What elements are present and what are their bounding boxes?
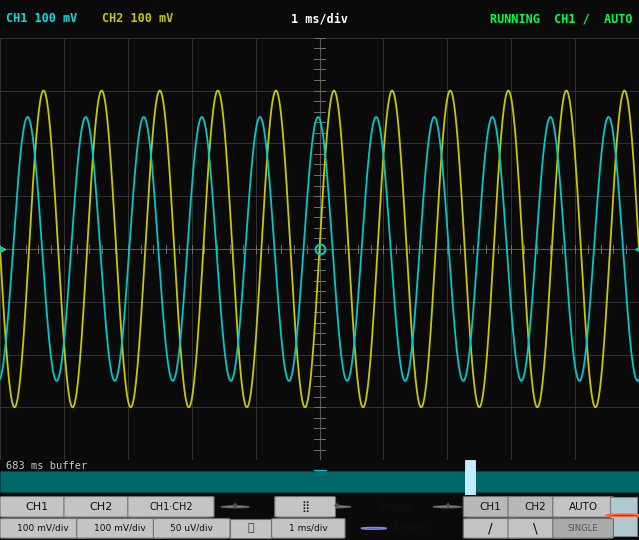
Text: 1 ms/div: 1 ms/div [289, 524, 328, 533]
Text: CH2 100 mV: CH2 100 mV [102, 12, 174, 25]
FancyBboxPatch shape [463, 518, 518, 538]
Text: 50 uV/div: 50 uV/div [170, 524, 213, 533]
FancyBboxPatch shape [275, 496, 335, 517]
Text: Trigger: Trigger [378, 502, 414, 512]
Bar [0, 470, 639, 491]
Circle shape [323, 506, 351, 508]
Text: 100 mV/div: 100 mV/div [17, 524, 69, 533]
FancyBboxPatch shape [64, 496, 137, 517]
FancyBboxPatch shape [508, 518, 562, 538]
Text: Armed: Armed [393, 523, 427, 534]
Text: 📷: 📷 [247, 523, 254, 534]
FancyBboxPatch shape [153, 518, 230, 538]
FancyBboxPatch shape [553, 496, 613, 517]
FancyBboxPatch shape [553, 518, 613, 538]
Text: 100 mV/div: 100 mV/div [94, 524, 146, 533]
FancyBboxPatch shape [128, 496, 214, 517]
Text: AUTO: AUTO [569, 502, 597, 512]
Text: 683 ms buffer: 683 ms buffer [6, 461, 88, 471]
Text: 1 ms/div: 1 ms/div [291, 12, 348, 25]
Text: CH2: CH2 [524, 502, 546, 512]
Circle shape [221, 506, 249, 508]
Text: /: / [488, 521, 493, 535]
Circle shape [433, 506, 461, 508]
FancyBboxPatch shape [272, 518, 345, 538]
Text: ✦: ✦ [231, 502, 239, 512]
FancyBboxPatch shape [0, 518, 86, 538]
Bar [230, 519, 272, 538]
Circle shape [606, 514, 639, 517]
Bar [610, 497, 637, 536]
FancyBboxPatch shape [463, 496, 518, 517]
Text: SINGLE: SINGLE [568, 524, 598, 533]
Text: ✦: ✦ [333, 502, 341, 512]
FancyBboxPatch shape [77, 518, 163, 538]
Text: CH1: CH1 [25, 502, 49, 512]
Text: ✦: ✦ [443, 502, 451, 512]
Text: CH1 100 mV: CH1 100 mV [6, 12, 78, 25]
Text: CH2: CH2 [89, 502, 112, 512]
Text: \: \ [533, 521, 537, 535]
FancyBboxPatch shape [508, 496, 562, 517]
Circle shape [361, 528, 387, 529]
Text: RUNNING  CH1 /  AUTO: RUNNING CH1 / AUTO [490, 12, 633, 25]
Text: CH1: CH1 [479, 502, 502, 512]
FancyBboxPatch shape [0, 496, 73, 517]
Text: CH1·CH2: CH1·CH2 [149, 502, 193, 512]
Bar [465, 460, 475, 495]
Text: ⣿: ⣿ [301, 502, 309, 512]
